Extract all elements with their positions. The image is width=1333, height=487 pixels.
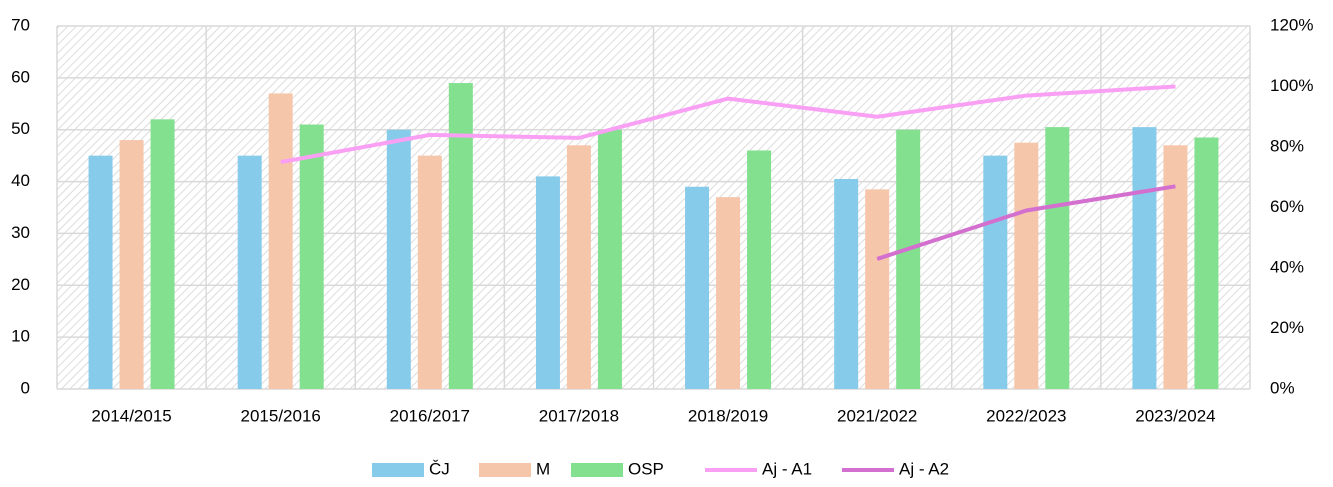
x-tick-label: 2015/2016 bbox=[241, 406, 321, 425]
legend-label: Aj - A2 bbox=[899, 459, 949, 478]
x-tick-label: 2018/2019 bbox=[688, 406, 768, 425]
bar bbox=[448, 83, 473, 390]
y2-tick-label: 20% bbox=[1270, 318, 1304, 337]
x-tick-label: 2017/2018 bbox=[539, 406, 619, 425]
x-tick-label: 2023/2024 bbox=[1135, 406, 1215, 425]
x-tick-label: 2022/2023 bbox=[986, 406, 1066, 425]
legend-label: M bbox=[536, 459, 550, 478]
legend-swatch bbox=[571, 463, 623, 477]
bar bbox=[983, 155, 1008, 389]
bar bbox=[685, 186, 710, 389]
line bbox=[876, 184, 1176, 261]
bar bbox=[1163, 145, 1188, 389]
y-tick-label: 70 bbox=[11, 15, 30, 34]
x-tick-label: 2021/2022 bbox=[837, 406, 917, 425]
y2-tick-label: 120% bbox=[1270, 15, 1313, 34]
legend-label: Aj - A1 bbox=[762, 459, 812, 478]
y2-tick-label: 100% bbox=[1270, 76, 1313, 95]
bar bbox=[237, 155, 262, 389]
bar bbox=[865, 189, 890, 389]
bar bbox=[417, 155, 442, 389]
x-tick-label: 2014/2015 bbox=[91, 406, 171, 425]
bar bbox=[299, 124, 324, 390]
y-tick-label: 40 bbox=[11, 171, 30, 190]
bar bbox=[896, 129, 921, 389]
y-tick-label: 60 bbox=[11, 67, 30, 86]
legend-label: ČJ bbox=[429, 459, 450, 478]
bar bbox=[1014, 142, 1039, 389]
bar bbox=[597, 129, 622, 389]
line bbox=[280, 84, 1176, 165]
y-tick-label: 0 bbox=[21, 378, 30, 397]
y2-tick-label: 0% bbox=[1270, 378, 1295, 397]
bar bbox=[268, 93, 293, 390]
y2-tick-label: 40% bbox=[1270, 257, 1304, 276]
y-tick-label: 10 bbox=[11, 327, 30, 346]
legend-label: OSP bbox=[628, 459, 664, 478]
bar bbox=[119, 140, 144, 389]
legend-swatch bbox=[372, 463, 424, 477]
legend-swatch bbox=[479, 463, 531, 477]
bar bbox=[566, 145, 591, 389]
y2-tick-label: 80% bbox=[1270, 136, 1304, 155]
bar bbox=[150, 119, 175, 389]
x-tick-label: 2016/2017 bbox=[390, 406, 470, 425]
bar bbox=[1194, 137, 1219, 389]
y-tick-label: 50 bbox=[11, 119, 30, 138]
bar bbox=[747, 150, 772, 389]
y2-tick-label: 60% bbox=[1270, 197, 1304, 216]
bar bbox=[1045, 127, 1070, 389]
bar bbox=[386, 129, 411, 389]
bar bbox=[88, 155, 113, 389]
bar bbox=[535, 176, 560, 389]
y-tick-label: 20 bbox=[11, 275, 30, 294]
y-tick-label: 30 bbox=[11, 223, 30, 242]
bar bbox=[834, 178, 859, 389]
bar bbox=[1132, 127, 1157, 389]
bar bbox=[716, 197, 741, 389]
